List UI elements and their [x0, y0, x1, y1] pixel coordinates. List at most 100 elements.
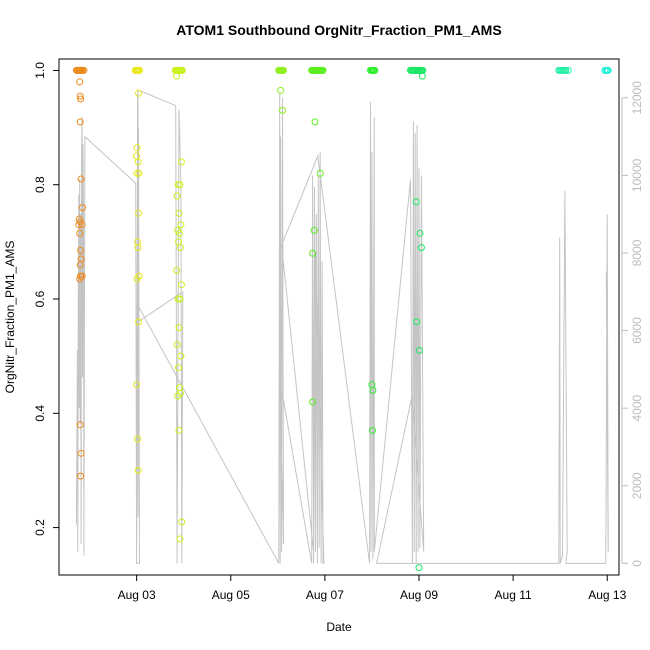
scatter-point — [76, 261, 84, 269]
scatter-point — [76, 275, 84, 283]
scatter-point — [135, 318, 142, 326]
scatter-point — [177, 158, 185, 166]
scatter-point — [76, 229, 84, 237]
scatter-point — [311, 118, 319, 126]
scatter-point — [134, 244, 142, 252]
scatter-point — [133, 381, 141, 389]
y2-tick-label: 0 — [630, 560, 644, 567]
scatter-point — [418, 72, 426, 80]
y2-tick-label: 6000 — [630, 317, 644, 344]
y2-tick-label: 4000 — [630, 395, 644, 422]
scatter-point — [134, 466, 142, 474]
scatter-point — [412, 198, 420, 206]
scatter-point — [77, 246, 85, 254]
scatter-point — [175, 209, 183, 217]
scatter-point — [77, 95, 85, 103]
scatter-point — [309, 249, 317, 257]
scatter-point — [415, 564, 423, 572]
scatter-series-1 — [72, 66, 88, 480]
scatter-point — [176, 244, 184, 252]
y-tick-label: 1.0 — [33, 62, 47, 79]
x-tick-label: Aug 05 — [212, 588, 250, 602]
scatter-series-8 — [555, 66, 572, 74]
scatter-points-layer — [72, 66, 612, 572]
x-axis-label: Date — [326, 620, 352, 634]
y2-tick-label: 10000 — [630, 158, 644, 192]
scatter-point — [177, 281, 185, 289]
scatter-point — [176, 66, 184, 74]
scatter-point — [318, 66, 326, 74]
scatter-point — [316, 169, 324, 177]
chart-title: ATOM1 Southbound OrgNitr_Fraction_PM1_AM… — [176, 22, 501, 38]
scatter-point — [175, 364, 182, 372]
scatter-point — [134, 435, 142, 443]
scatter-series-4 — [275, 66, 287, 114]
scatter-series-7 — [407, 66, 427, 572]
scatter-point — [176, 181, 184, 189]
scatter-point — [133, 169, 141, 177]
scatter-point — [277, 86, 285, 94]
scatter-series-5 — [308, 66, 327, 406]
scatter-point — [75, 221, 83, 229]
scatter-point — [176, 229, 183, 237]
y-tick-label: 0.6 — [33, 290, 47, 307]
scatter-point — [77, 472, 85, 480]
y2-tick-label: 12000 — [630, 81, 644, 115]
scatter-series-9 — [601, 66, 612, 74]
scatter-point — [176, 535, 184, 543]
scatter-point — [133, 275, 141, 283]
scatter-point — [176, 295, 184, 303]
scatter-point — [177, 221, 185, 229]
scatter-point — [368, 426, 376, 434]
scatter-point — [413, 318, 421, 326]
scatter-point — [135, 169, 143, 177]
y-tick-label: 0.8 — [33, 176, 47, 193]
scatter-point — [416, 346, 423, 354]
scatter-point — [173, 341, 181, 349]
scatter-point — [314, 66, 322, 74]
scatter-point — [370, 66, 378, 74]
scatter-point — [135, 209, 142, 217]
plot-frame — [58, 58, 620, 576]
scatter-point — [178, 518, 186, 526]
scatter-point — [78, 221, 86, 229]
y-tick-label: 0.2 — [33, 519, 47, 536]
scatter-point — [135, 89, 142, 97]
scatter-point — [559, 66, 566, 74]
scatter-point — [76, 92, 84, 100]
x-tick-label: Aug 07 — [306, 588, 344, 602]
scatter-point — [175, 426, 183, 434]
scatter-point — [561, 66, 569, 74]
scatter-point — [369, 386, 377, 394]
scatter-point — [175, 324, 183, 332]
scatter-point — [76, 78, 84, 86]
scatter-series-2 — [131, 66, 143, 474]
x-tick-label: Aug 13 — [588, 588, 626, 602]
x-tick-label: Aug 03 — [118, 588, 156, 602]
scatter-point — [173, 72, 181, 80]
scatter-point — [310, 226, 318, 234]
scatter-point — [415, 66, 423, 74]
scatter-point — [176, 389, 184, 397]
scatter-point — [79, 204, 86, 212]
scatter-point — [417, 244, 425, 252]
scatter-series-3 — [171, 66, 186, 543]
secondary-trace-layer — [75, 89, 609, 564]
scatter-point — [416, 229, 424, 237]
y-axis-label: OrgNitr_Fraction_PM1_AMS — [3, 241, 17, 394]
y2-tick-label: 2000 — [630, 472, 644, 499]
scatter-point — [173, 266, 181, 274]
scatter-point — [177, 352, 185, 360]
scatter-point — [78, 66, 86, 74]
x-tick-label: Aug 11 — [495, 588, 532, 602]
scatter-point — [603, 66, 611, 74]
scatter-series-6 — [367, 66, 379, 434]
x-tick-label: Aug 09 — [400, 588, 438, 602]
scatter-point — [77, 449, 85, 457]
scatter-point — [134, 158, 142, 166]
scatter-point — [77, 272, 85, 280]
scatter-point — [135, 66, 143, 74]
scatter-point — [316, 66, 324, 74]
